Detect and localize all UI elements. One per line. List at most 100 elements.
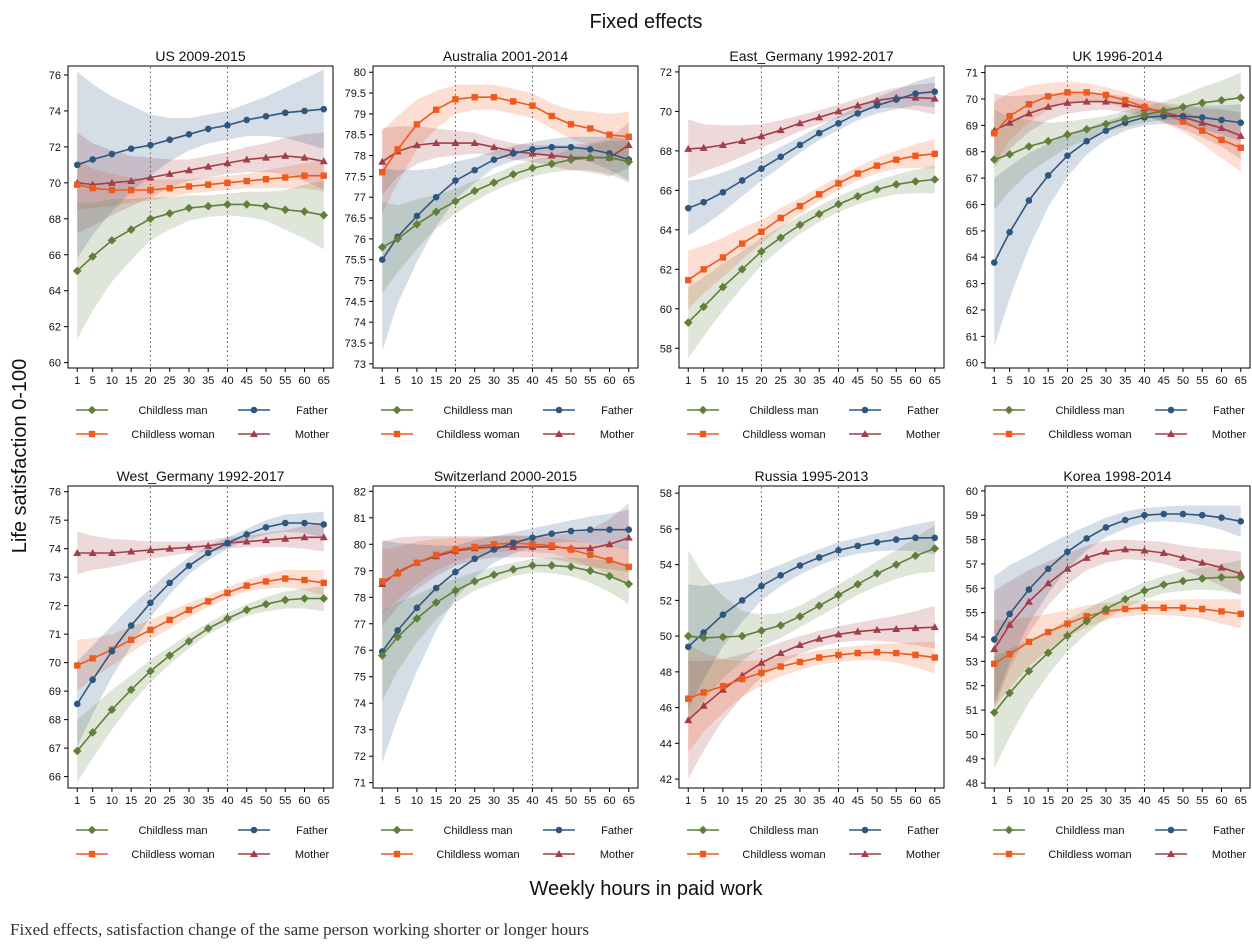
series-childless-man [989, 93, 1246, 164]
y-tick-label: 72 [354, 751, 366, 763]
x-tick-label: 10 [1023, 375, 1035, 387]
data-point [835, 119, 842, 127]
legend-item: Childless woman [76, 429, 215, 441]
legend-label: Mother [600, 849, 635, 861]
x-tick-label: 5 [701, 795, 707, 807]
data-point [1198, 511, 1206, 519]
confidence-band [994, 104, 1241, 347]
x-tick-label: 5 [1007, 375, 1013, 387]
data-point [719, 189, 727, 196]
series-childless-man [683, 175, 940, 327]
y-tick-label: 73 [354, 359, 366, 371]
data-point [853, 191, 863, 201]
data-point [1025, 101, 1033, 108]
data-point [185, 183, 193, 190]
y-tick-label: 66 [966, 199, 978, 211]
data-point [606, 556, 613, 564]
x-tick-label: 5 [1007, 795, 1013, 807]
data-point [605, 571, 614, 581]
y-tick-label: 66 [660, 185, 672, 197]
legend-marker [250, 406, 258, 414]
data-point [548, 530, 556, 537]
y-tick-label: 73.5 [345, 338, 366, 350]
legend-item: Father [849, 405, 939, 417]
data-point [184, 543, 193, 551]
x-tick-label: 10 [717, 795, 729, 807]
y-tick-label: 76 [49, 70, 61, 82]
x-tick-label: 55 [584, 375, 596, 387]
series-father [990, 112, 1245, 266]
data-point [432, 193, 440, 201]
y-tick-label: 42 [660, 774, 672, 786]
data-point [107, 178, 116, 186]
data-point [1006, 112, 1013, 120]
data-point [931, 150, 938, 158]
legend-marker [699, 430, 707, 438]
confidence-band [994, 560, 1241, 769]
plot-area [67, 485, 334, 789]
panel-title: Russia 1995-2013 [755, 468, 869, 484]
data-point [930, 544, 940, 553]
y-tick-label: 64 [966, 252, 978, 264]
x-tick-label: 20 [755, 375, 767, 387]
y-tick-label: 63 [966, 279, 978, 291]
legend-label: Mother [295, 849, 330, 861]
y-tick-label: 70 [966, 94, 978, 106]
data-point [912, 90, 919, 97]
data-point [989, 155, 999, 164]
data-point [1024, 666, 1034, 676]
data-point [738, 675, 746, 683]
legend-marker [88, 850, 96, 858]
data-point [1121, 100, 1130, 108]
y-tick-label: 78.5 [345, 130, 366, 142]
data-point [757, 626, 766, 636]
data-point [777, 153, 784, 161]
data-point [1024, 597, 1033, 605]
data-point [796, 141, 804, 149]
data-point [508, 170, 518, 179]
x-tick-label: 60 [909, 375, 921, 387]
data-point [184, 636, 194, 646]
data-point [911, 551, 920, 560]
series-mother [684, 623, 939, 724]
y-axis-title: Life satisfaction 0-100 [9, 359, 31, 554]
data-point [586, 146, 594, 153]
x-tick-label: 15 [430, 375, 442, 387]
data-point [73, 548, 82, 556]
data-point [893, 649, 900, 657]
data-point [1005, 620, 1014, 628]
data-point [528, 163, 537, 173]
data-point [146, 214, 155, 224]
y-tick-label: 58 [660, 488, 672, 500]
data-point [796, 562, 804, 569]
data-point [1101, 604, 1111, 614]
y-tick-label: 79 [354, 566, 366, 578]
confidence-band [994, 92, 1241, 168]
legend-label: Father [1213, 825, 1245, 837]
data-point [489, 143, 498, 151]
confidence-band [382, 122, 629, 196]
y-tick-label: 75.5 [345, 255, 366, 267]
data-point [1101, 97, 1110, 105]
data-point [224, 122, 231, 129]
data-point [378, 157, 387, 165]
data-point [1064, 152, 1071, 159]
legend-marker [861, 430, 869, 437]
y-tick-label: 72 [660, 67, 672, 79]
data-point [1102, 127, 1110, 134]
y-tick-label: 71 [49, 629, 61, 641]
data-point [1044, 565, 1052, 573]
data-point [758, 669, 765, 676]
data-point [413, 559, 421, 567]
data-point [1025, 586, 1033, 593]
x-tick-label: 30 [794, 795, 806, 807]
y-tick-label: 65 [966, 226, 978, 238]
data-point [471, 94, 478, 101]
x-tick-label: 30 [488, 375, 500, 387]
legend-label: Father [296, 825, 328, 837]
data-point [320, 579, 327, 587]
y-tick-label: 60 [49, 358, 61, 370]
data-point [700, 198, 707, 206]
data-point [1179, 118, 1187, 125]
data-point [471, 555, 478, 563]
